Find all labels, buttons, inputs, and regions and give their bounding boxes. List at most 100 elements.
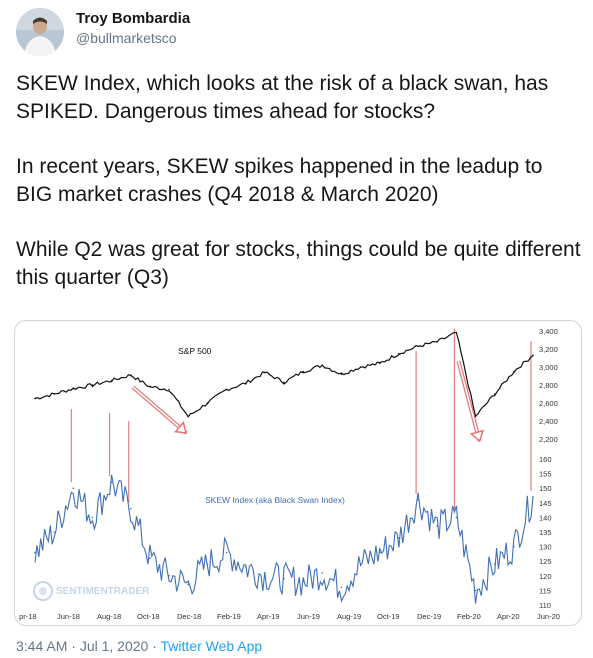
sp500-point: [302, 370, 304, 373]
skew-point: [225, 551, 228, 554]
tweet-time[interactable]: 3:44 AM: [16, 638, 68, 654]
avatar[interactable]: [16, 8, 64, 56]
skew-point: [168, 575, 170, 577]
skew-label: SKEW Index (aka Black Swan Index): [205, 495, 345, 505]
sp500-point: [187, 415, 190, 418]
skew-point: [283, 577, 285, 580]
x-tick-label: Aug-19: [337, 612, 361, 621]
sp500-point: [455, 332, 458, 334]
arrow-head: [469, 429, 485, 443]
x-tick-label: Jun-19: [297, 612, 320, 621]
skew-point: [513, 545, 515, 548]
skew-point: [417, 499, 419, 501]
sp500-point: [436, 341, 439, 343]
skew-point: [455, 516, 458, 519]
x-tick-label: Apr-19: [257, 612, 280, 621]
x-tick-label: Apr-20: [497, 612, 520, 621]
x-axis-ticks: pr-18 Jun-18 Aug-18 Oct-18 Dec-18 Feb-19 Apr-1…: [17, 612, 560, 621]
skew-point: [206, 563, 209, 565]
skew-point: [34, 551, 36, 554]
skew-point: [264, 575, 266, 577]
separator-dot: ·: [71, 638, 76, 654]
y-axis-ticks: 3,400 3,200 3,000 2,800 2,600 2,400 2,200 160 15…: [539, 327, 558, 610]
sp500-point: [168, 388, 170, 391]
sp500-point: [321, 364, 324, 366]
y-tick-label-sp500: 2,400: [539, 417, 558, 426]
sp500-point: [206, 402, 209, 404]
sp500-point: [225, 388, 228, 391]
y-tick-label-sp500: 3,000: [539, 363, 558, 372]
tweet-meta: 3:44 AM · Jul 1, 2020 · Twitter Web App: [16, 638, 262, 654]
y-tick-label-skew: 120: [539, 572, 552, 581]
y-tick-label-sp500: 3,200: [539, 345, 558, 354]
author-name[interactable]: Troy Bombardia: [76, 10, 191, 27]
y-tick-label-skew: 125: [539, 557, 552, 566]
x-tick-label: Dec-18: [177, 612, 201, 621]
skew-point: [72, 487, 75, 489]
y-tick-label-skew: 145: [539, 499, 552, 508]
skew-point: [129, 507, 132, 510]
y-tick-label-sp500: 2,200: [539, 435, 558, 444]
y-tick-label-skew: 140: [539, 513, 552, 522]
sp500-point: [129, 374, 132, 376]
y-tick-label-skew: 155: [539, 470, 552, 479]
y-tick-label-skew: 115: [539, 586, 551, 595]
skew-line: [34, 474, 534, 604]
x-tick-label: Jun-20: [537, 612, 560, 621]
sp500-point: [110, 379, 113, 382]
sp500-point: [283, 381, 285, 384]
sp500-point: [264, 371, 266, 374]
tweet-source-link[interactable]: Twitter Web App: [160, 638, 263, 654]
x-tick-label: Oct-18: [137, 612, 160, 621]
sp500-point: [340, 373, 343, 375]
y-tick-label-skew: 110: [539, 601, 551, 610]
skew-point: [340, 586, 343, 589]
sp500-point: [34, 397, 36, 400]
sp500-point: [72, 387, 75, 390]
series-layer: [34, 331, 534, 604]
trend-arrows: [131, 360, 485, 443]
y-tick-label-skew: 150: [539, 484, 552, 493]
author-handle[interactable]: @bullmarketsco: [76, 30, 177, 46]
sp500-point: [398, 352, 400, 355]
person-avatar-icon: [16, 8, 64, 56]
skew-point: [378, 551, 381, 554]
skew-point: [359, 563, 362, 565]
tweet-media-chart[interactable]: SENTIMENTRADER 3,400 3,200 3,000 2,800 2,600…: [14, 320, 582, 626]
tweet-text: SKEW Index, which looks at the risk of a…: [16, 70, 584, 319]
sp500-point: [532, 354, 534, 357]
y-tick-label-sp500: 3,400: [539, 327, 558, 336]
skew-point: [398, 537, 400, 539]
sp500-point: [493, 393, 496, 395]
trend-arrow-core: [457, 360, 481, 442]
watermark-text: SENTIMENTRADER: [56, 586, 150, 597]
sp500-point: [474, 415, 477, 418]
tweet-paragraph: In recent years, SKEW spikes happened in…: [16, 155, 543, 206]
sp500-point: [53, 393, 55, 395]
sp500-point: [359, 366, 362, 368]
trend-arrow-core: [132, 386, 187, 434]
x-tick-label: Dec-19: [417, 612, 441, 621]
x-tick-label: Feb-19: [217, 612, 241, 621]
tweet-date[interactable]: Jul 1, 2020: [79, 638, 149, 654]
separator-dot: ·: [152, 638, 157, 654]
x-tick-label: Feb-20: [457, 612, 481, 621]
skew-point: [302, 580, 304, 583]
y-tick-label-skew: 135: [539, 528, 552, 537]
x-tick-label: Aug-18: [97, 612, 121, 621]
skew-point: [244, 566, 247, 568]
skew-point: [187, 583, 190, 586]
y-tick-label-skew: 130: [539, 543, 552, 552]
skew-point: [474, 589, 477, 592]
sentimentrader-watermark: SENTIMENTRADER: [33, 581, 150, 601]
tweet-paragraph: SKEW Index, which looks at the risk of a…: [16, 72, 549, 123]
sp500-point: [149, 386, 151, 388]
sp500-point: [378, 362, 381, 365]
y-tick-label-skew: 160: [539, 455, 552, 464]
skew-point: [149, 557, 151, 560]
skew-point: [436, 525, 439, 527]
sp500-point: [244, 382, 247, 384]
skew-point: [53, 531, 55, 533]
y-tick-label-sp500: 2,600: [539, 399, 558, 408]
chart-svg: SENTIMENTRADER 3,400 3,200 3,000 2,800 2,600…: [17, 327, 560, 621]
